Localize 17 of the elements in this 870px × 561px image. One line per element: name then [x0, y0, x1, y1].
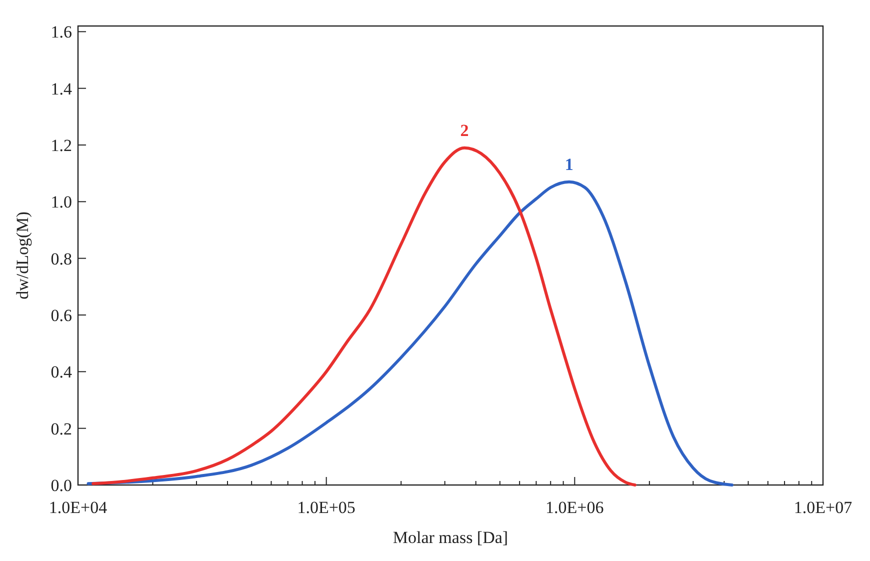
y-tick-label: 1.2 [50, 136, 72, 155]
x-tick-label: 1.0E+06 [546, 498, 604, 517]
y-tick-label: 0.8 [50, 249, 72, 268]
x-tick-label: 1.0E+05 [297, 498, 356, 517]
y-tick-label: 0.6 [50, 306, 72, 325]
y-axis-title: dw/dLog(M) [13, 212, 32, 300]
x-axis-title: Molar mass [Da] [392, 528, 508, 547]
x-tick-label: 1.0E+04 [48, 498, 108, 517]
y-tick-label: 0.4 [50, 362, 72, 382]
y-tick-label: 1.4 [50, 79, 72, 98]
y-tick-label: 0.2 [50, 419, 72, 438]
series-label: 1 [564, 154, 574, 174]
x-tick-label: 1.0E+07 [794, 498, 853, 517]
y-tick-label: 1.0 [50, 192, 72, 212]
series-label: 2 [460, 120, 469, 140]
y-tick-label: 0.0 [50, 476, 72, 495]
y-tick-label: 1.6 [50, 22, 72, 42]
